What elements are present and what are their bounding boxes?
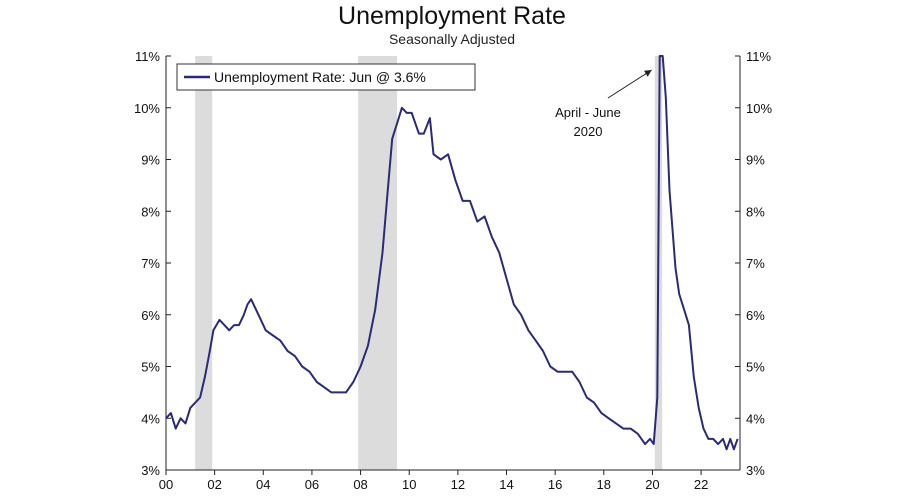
annotation-line-1: April - June — [555, 105, 621, 120]
y-tick-label-right: 5% — [746, 360, 765, 375]
x-tick-label: 16 — [548, 477, 562, 492]
annotation-arrow — [607, 69, 653, 99]
x-tick-label: 18 — [597, 477, 611, 492]
y-tick-label-right: 7% — [746, 256, 765, 271]
annotation-line-2: 2020 — [574, 124, 603, 139]
y-tick-label-right: 4% — [746, 411, 765, 426]
axes: 3% 3% 4% 4% 5% 5% 6% 6% 7% 7% 8% 8% 9% 9% 10% 10% 11% 11%… — [134, 49, 772, 492]
y-tick-label-left: 7% — [141, 256, 160, 271]
annotation-arrowhead — [644, 70, 652, 77]
y-tick-label-right: 9% — [746, 153, 765, 168]
y-tick-label-left: 6% — [141, 308, 160, 323]
y-tick-label-left: 8% — [141, 204, 160, 219]
recession-band — [358, 56, 398, 470]
series-layer — [165, 55, 739, 451]
x-tick-label: 06 — [305, 477, 319, 492]
legend: Unemployment Rate: Jun @ 3.6% — [176, 63, 476, 91]
x-tick-label: 08 — [353, 477, 367, 492]
y-tick-label-left: 11% — [135, 49, 160, 64]
x-tick-label: 02 — [207, 477, 221, 492]
y-tick-label-right: 6% — [746, 308, 765, 323]
y-tick-label-left: 4% — [141, 411, 160, 426]
x-tick-label: 22 — [694, 477, 708, 492]
y-tick-label-left: 9% — [141, 153, 160, 168]
legend-entry: Unemployment Rate: Jun @ 3.6% — [214, 69, 426, 85]
x-tick-label: 04 — [256, 477, 270, 492]
x-tick-label: 00 — [159, 477, 173, 492]
legend-box — [176, 63, 476, 91]
x-tick-label: 20 — [645, 477, 659, 492]
annotation: April - June 2020 — [555, 69, 653, 139]
y-tick-label-right: 3% — [746, 463, 765, 478]
x-tick-label: 14 — [499, 477, 513, 492]
y-tick-label-left: 10% — [134, 101, 160, 116]
recession-band — [195, 56, 213, 470]
y-tick-label-right: 8% — [746, 204, 765, 219]
chart-title: Unemployment Rate — [338, 2, 566, 30]
chart-subtitle: Seasonally Adjusted — [389, 31, 515, 47]
y-tick-label-right: 10% — [746, 101, 772, 116]
series-line — [165, 55, 739, 451]
y-tick-label-left: 5% — [141, 360, 160, 375]
x-tick-label: 12 — [451, 477, 465, 492]
y-tick-label-right: 11% — [746, 49, 771, 64]
y-tick-label-left: 3% — [141, 463, 160, 478]
x-tick-label: 10 — [402, 477, 416, 492]
